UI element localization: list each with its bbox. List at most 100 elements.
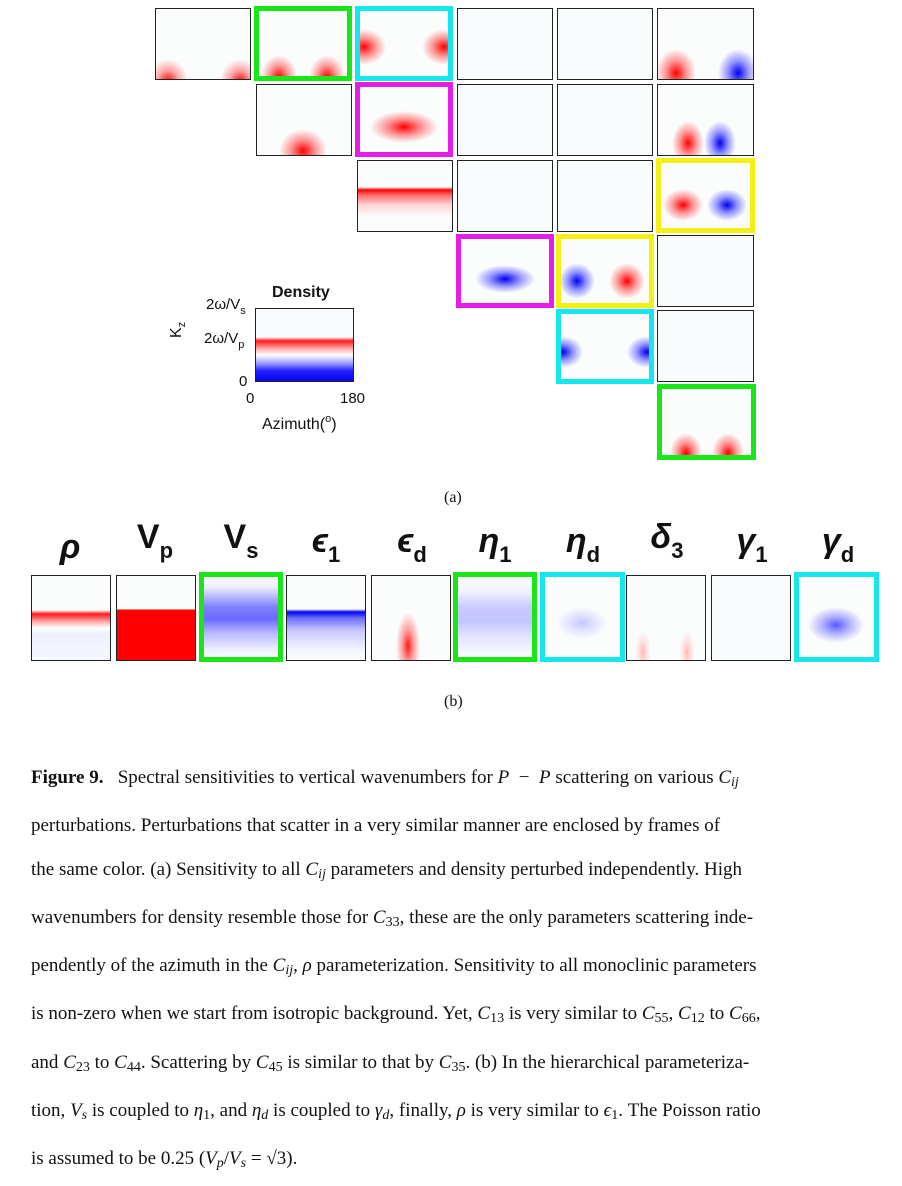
legend-plot xyxy=(255,308,354,382)
caption-text: and xyxy=(31,1051,64,1073)
xtick-180: 180 xyxy=(340,390,366,407)
plot-c23 xyxy=(355,82,453,157)
ylabel: Kz xyxy=(168,322,188,338)
param-sym: δ xyxy=(650,518,672,556)
caption-text: parameters and density perturbed indepen… xyxy=(325,858,742,880)
param-sub: 1 xyxy=(499,542,512,567)
caption-math: ρ xyxy=(456,1100,466,1122)
caption-math: 44 xyxy=(126,1059,141,1075)
param-label-eps1: ϵ1 xyxy=(281,522,371,567)
ytick-vp-main: 2ω/V xyxy=(204,330,239,347)
ytick-vp: 2ω/Vp xyxy=(204,330,244,351)
plot-gammad xyxy=(794,572,879,662)
caption-math: 23 xyxy=(75,1059,90,1075)
param-label-gamma1: γ1 xyxy=(707,522,797,567)
param-sub: d xyxy=(840,542,855,567)
caption-math: ij xyxy=(731,775,739,790)
caption-line-8: tion, Vs is coupled to η1, and ηd is cou… xyxy=(31,1089,876,1137)
caption-text: pendently of the azimuth in the xyxy=(31,955,273,977)
figure-number: Figure 9. xyxy=(31,767,104,788)
caption-math: C xyxy=(272,955,286,977)
caption-math: d xyxy=(261,1108,269,1124)
caption-text: is non-zero when we start from isotropic… xyxy=(31,1003,478,1025)
caption-math: ij xyxy=(285,963,294,979)
caption-math: C xyxy=(372,906,386,928)
caption-line-9: is assumed to be 0.25 (Vp/Vs = √3). xyxy=(31,1137,876,1185)
param-label-epsd: ϵd xyxy=(367,522,457,567)
plot-etad xyxy=(540,572,625,662)
caption-math: γ xyxy=(374,1100,383,1122)
caption-math: 1 xyxy=(203,1108,211,1124)
ytick-vs-sub: s xyxy=(240,305,246,317)
param-sym: ρ xyxy=(59,528,81,566)
param-sym: γ xyxy=(821,522,841,560)
caption-math: p xyxy=(216,1156,224,1172)
plot-vs xyxy=(199,572,283,662)
plot-c44 xyxy=(456,234,554,308)
param-label-delta3: δ3 xyxy=(622,518,712,563)
plot-c12 xyxy=(254,6,352,81)
param-sym: V xyxy=(223,518,247,556)
plot-eta1 xyxy=(453,572,537,662)
caption-math: − xyxy=(518,767,530,788)
caption-text: is assumed to be 0.25 ( xyxy=(31,1148,206,1170)
ytick-vp-sub: p xyxy=(238,339,245,351)
plot-delta3 xyxy=(626,575,706,661)
caption-math: 45 xyxy=(268,1059,283,1075)
ytick-vs-main: 2ω/V xyxy=(206,296,241,313)
param-sym: ϵ xyxy=(311,522,329,560)
ytick-zero: 0 xyxy=(239,373,248,390)
param-sym: ϵ xyxy=(397,522,414,560)
plot-c36 xyxy=(656,158,755,233)
caption-math: C xyxy=(438,1051,452,1073)
param-sym: V xyxy=(136,518,160,556)
plot-c26 xyxy=(657,84,754,156)
param-sub: 1 xyxy=(328,542,341,567)
caption-math: 12 xyxy=(690,1011,705,1027)
plot-epsd xyxy=(371,575,451,661)
param-sub: d xyxy=(586,542,601,567)
caption-math: V xyxy=(205,1148,217,1170)
param-label-gammad: γd xyxy=(793,522,883,567)
param-sub: 1 xyxy=(755,542,768,567)
caption-math: C xyxy=(305,858,319,880)
plot-c13 xyxy=(355,6,453,81)
caption-line-5: pendently of the azimuth in the Cij, ρ p… xyxy=(31,955,757,979)
caption-text: wavenumbers for density resemble those f… xyxy=(31,906,373,928)
caption-math: C xyxy=(641,1003,655,1025)
xlabel: Azimuth(o) xyxy=(262,413,337,434)
caption-math: 1 xyxy=(611,1108,619,1124)
param-label-vp: Vp xyxy=(110,518,200,563)
plot-gamma1 xyxy=(711,575,791,661)
caption-math: 35 xyxy=(451,1059,466,1075)
caption-text: is very similar to xyxy=(465,1100,604,1122)
caption-math: s xyxy=(81,1108,88,1124)
param-label-etad: ηd xyxy=(538,522,628,567)
caption-text: is coupled to xyxy=(87,1100,194,1122)
caption-line-2: perturbations. Perturbations that scatte… xyxy=(31,815,721,837)
caption-math: 66 xyxy=(741,1011,756,1027)
xlabel-sup: o xyxy=(325,413,332,425)
caption-math: ϵ xyxy=(603,1100,612,1122)
caption-math: P xyxy=(538,767,551,788)
caption-text: . The Poisson ratio xyxy=(618,1100,761,1122)
param-sym: η xyxy=(478,522,500,560)
param-sym: η xyxy=(565,522,587,560)
plot-c14 xyxy=(457,8,553,80)
plot-c22 xyxy=(256,84,352,156)
plot-c15 xyxy=(557,8,653,80)
ylabel-main: K xyxy=(168,327,185,338)
plot-c34 xyxy=(457,160,553,232)
subfigure-label-b: (b) xyxy=(444,693,463,710)
caption-math: d xyxy=(382,1108,390,1124)
param-sym: γ xyxy=(736,522,756,560)
xlabel-main: Azimuth( xyxy=(262,416,326,433)
caption-line-1: Figure 9. Spectral sensitivities to vert… xyxy=(31,756,876,804)
param-sub: p xyxy=(159,538,174,563)
caption-math: 55 xyxy=(654,1011,669,1027)
plot-vp xyxy=(116,575,196,661)
caption-math: ij xyxy=(318,866,326,882)
caption-text: . Scattering by xyxy=(140,1051,256,1073)
caption-text: tion, xyxy=(31,1100,71,1122)
caption-math: C xyxy=(678,1003,691,1025)
